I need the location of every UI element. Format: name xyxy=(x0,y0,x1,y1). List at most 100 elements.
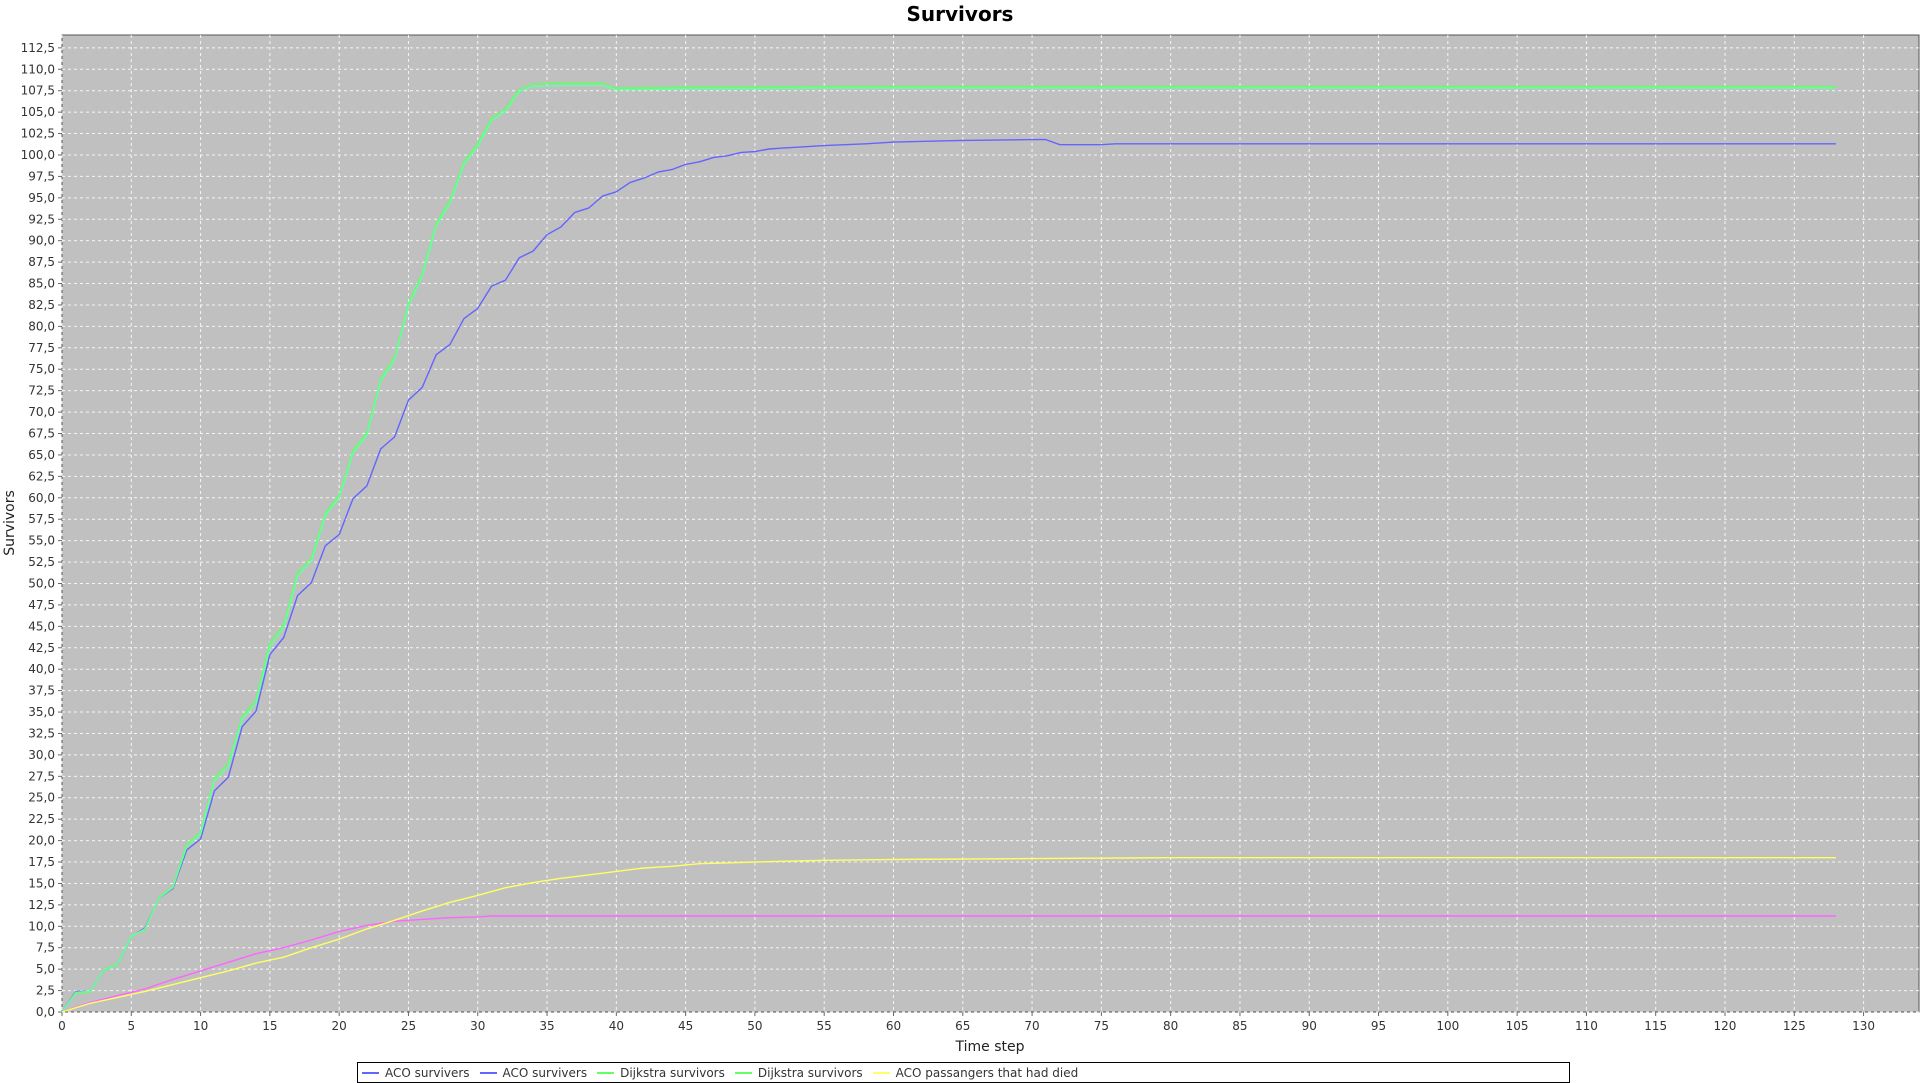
legend-swatch xyxy=(734,1071,752,1074)
y-tick-label: 95,0 xyxy=(28,191,55,205)
x-tick-label: 125 xyxy=(1783,1019,1806,1033)
y-tick-label: 37,5 xyxy=(28,684,55,698)
x-tick-label: 70 xyxy=(1024,1019,1039,1033)
legend-item-4: Dijkstra survivors xyxy=(734,1065,863,1080)
legend-swatch xyxy=(872,1071,890,1074)
legend-label: Dijkstra survivors xyxy=(620,1065,725,1080)
y-tick-label: 60,0 xyxy=(28,491,55,505)
grid-layer xyxy=(61,35,1919,1013)
y-tick-label: 0,0 xyxy=(36,1005,55,1019)
y-tick-label: 5,0 xyxy=(36,962,55,976)
y-tick-label: 67,5 xyxy=(28,427,55,441)
plot-area xyxy=(61,34,1920,1013)
y-tick-label: 70,0 xyxy=(28,405,55,419)
y-tick-label: 45,0 xyxy=(28,619,55,633)
y-tick-label: 42,5 xyxy=(28,641,55,655)
y-tick-label: 107,5 xyxy=(21,84,55,98)
legend: ACO survivers ACO survivers Dijkstra survi… xyxy=(357,1062,1570,1083)
legend-label: ACO survivers xyxy=(502,1065,588,1080)
y-tick-label: 90,0 xyxy=(28,234,55,248)
y-tick-label: 25,0 xyxy=(28,791,55,805)
x-tick-label: 25 xyxy=(401,1019,416,1033)
y-tick-label: 87,5 xyxy=(28,255,55,269)
legend-label: Dijkstra survivors xyxy=(757,1065,863,1080)
y-tick-label: 100,0 xyxy=(21,148,55,162)
legend-label: ACO passangers that had died xyxy=(895,1065,1079,1080)
x-tick-label: 95 xyxy=(1371,1019,1386,1033)
y-tick-label: 110,0 xyxy=(21,62,55,76)
y-tick-label: 55,0 xyxy=(28,534,55,548)
y-tick-label: 92,5 xyxy=(28,212,55,226)
y-tick-label: 7,5 xyxy=(36,941,55,955)
x-tick-label: 0 xyxy=(58,1019,66,1033)
x-tick-label: 45 xyxy=(678,1019,693,1033)
y-tick-label: 27,5 xyxy=(28,769,55,783)
y-tick-label: 30,0 xyxy=(28,748,55,762)
x-tick-label: 20 xyxy=(332,1019,347,1033)
y-tick-label: 80,0 xyxy=(28,319,55,333)
y-tick-label: 72,5 xyxy=(28,384,55,398)
y-tick-label: 40,0 xyxy=(28,662,55,676)
y-tick-label: 50,0 xyxy=(28,576,55,590)
x-tick-label: 55 xyxy=(817,1019,832,1033)
legend-swatch xyxy=(362,1071,379,1074)
chart-title: Survivors xyxy=(906,2,1014,26)
y-tick-label: 57,5 xyxy=(28,512,55,526)
y-tick-label: 2,5 xyxy=(36,984,55,998)
y-tick-label: 97,5 xyxy=(28,169,55,183)
y-tick-label: 52,5 xyxy=(28,555,55,569)
y-tick-label: 32,5 xyxy=(28,726,55,740)
x-tick-label: 35 xyxy=(539,1019,554,1033)
x-tick-label: 60 xyxy=(886,1019,901,1033)
series-line-5 xyxy=(61,857,1836,1013)
x-tick-label: 30 xyxy=(470,1019,485,1033)
legend-label: ACO survivers xyxy=(385,1065,470,1080)
x-tick-label: 65 xyxy=(955,1019,970,1033)
chart-svg: 0,0 2,5 5,0 7,5 10,0 12,5 15,0 17,5 20,0 22,5 25,0… xyxy=(2,34,1920,1055)
x-axis-label: Time step xyxy=(955,1039,1025,1055)
y-tick-label: 10,0 xyxy=(28,919,55,933)
series-layer xyxy=(61,82,1836,1013)
x-tick-label: 5 xyxy=(127,1019,135,1033)
y-tick-label: 22,5 xyxy=(28,812,55,826)
y-tick-label: 85,0 xyxy=(28,277,55,291)
y-axis: 0,0 2,5 5,0 7,5 10,0 12,5 15,0 17,5 20,0 22,5 25,0… xyxy=(21,41,62,1019)
y-tick-label: 112,5 xyxy=(21,41,55,55)
x-tick-label: 15 xyxy=(262,1019,277,1033)
x-tick-label: 120 xyxy=(1714,1019,1737,1033)
y-tick-label: 102,5 xyxy=(21,127,55,141)
x-tick-label: 115 xyxy=(1644,1019,1667,1033)
legend-swatch xyxy=(479,1071,497,1074)
y-tick-label: 77,5 xyxy=(28,341,55,355)
y-tick-label: 47,5 xyxy=(28,598,55,612)
legend-item-2: ACO survivers xyxy=(479,1065,588,1080)
x-tick-label: 80 xyxy=(1163,1019,1178,1033)
x-tick-label: 40 xyxy=(609,1019,624,1033)
x-tick-label: 105 xyxy=(1506,1019,1529,1033)
y-tick-label: 12,5 xyxy=(28,898,55,912)
y-tick-label: 35,0 xyxy=(28,705,55,719)
x-tick-label: 75 xyxy=(1094,1019,1109,1033)
legend-swatch xyxy=(597,1071,615,1074)
series-line-4 xyxy=(61,84,1836,1013)
y-tick-label: 62,5 xyxy=(28,469,55,483)
y-tick-label: 75,0 xyxy=(28,362,55,376)
x-tick-label: 130 xyxy=(1852,1019,1875,1033)
y-tick-label: 20,0 xyxy=(28,834,55,848)
y-tick-label: 82,5 xyxy=(28,298,55,312)
legend-item-3: Dijkstra survivors xyxy=(597,1066,725,1080)
y-tick-label: 65,0 xyxy=(28,448,55,462)
y-tick-label: 15,0 xyxy=(28,876,55,890)
legend-item-5: ACO passangers that had died xyxy=(872,1065,1079,1080)
x-tick-label: 110 xyxy=(1575,1019,1598,1033)
legend-item-1: ACO survivers xyxy=(362,1066,470,1080)
series-line-1 xyxy=(61,138,1836,1013)
y-tick-label: 17,5 xyxy=(28,855,55,869)
x-tick-label: 50 xyxy=(747,1019,762,1033)
y-axis-label: Survivors xyxy=(2,490,18,556)
x-axis: 0 5 10 15 20 25 30 35 40 45 50 55 60 65 70 75 80 85 90 95 10… xyxy=(58,1012,1875,1033)
x-tick-label: 90 xyxy=(1302,1019,1317,1033)
x-tick-label: 100 xyxy=(1436,1019,1459,1033)
x-tick-label: 85 xyxy=(1232,1019,1247,1033)
